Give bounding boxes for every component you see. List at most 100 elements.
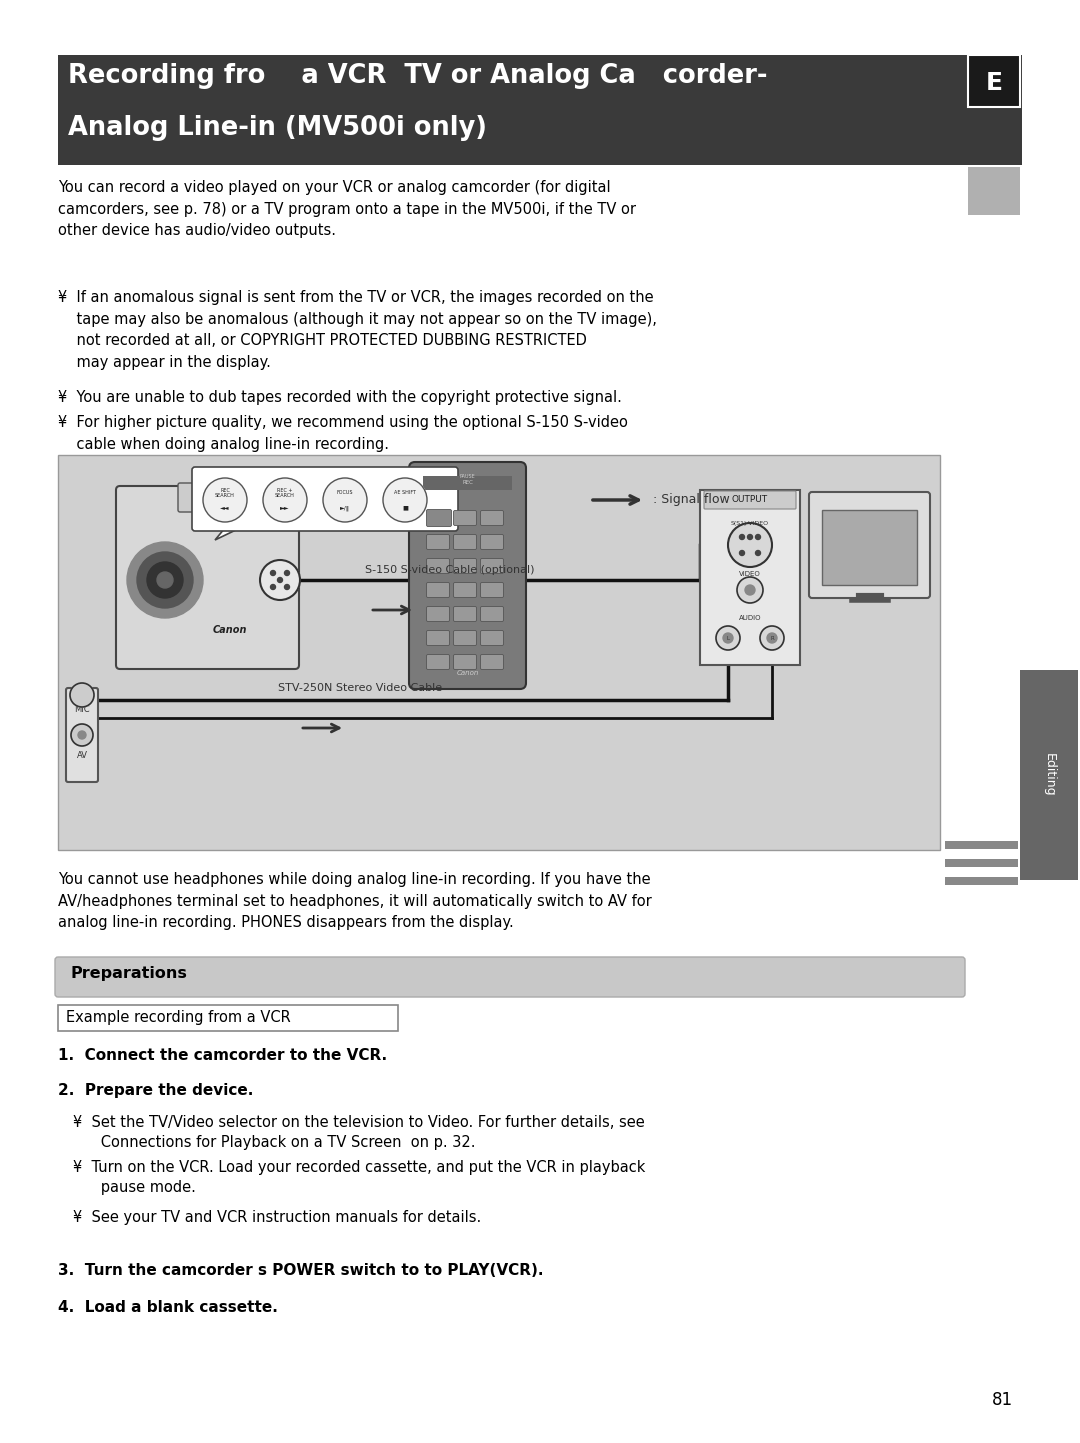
FancyBboxPatch shape — [481, 558, 503, 573]
Bar — [1020, 670, 1078, 880]
Text: Canon: Canon — [457, 670, 478, 675]
Circle shape — [723, 633, 733, 644]
Circle shape — [78, 732, 86, 739]
FancyBboxPatch shape — [454, 606, 476, 622]
Text: ¥  You are unable to dub tapes recorded with the copyright protective signal.: ¥ You are unable to dub tapes recorded w… — [58, 390, 622, 405]
Bar — [822, 509, 917, 584]
Text: REC +
SEARCH: REC + SEARCH — [275, 488, 295, 498]
FancyBboxPatch shape — [454, 583, 476, 597]
FancyBboxPatch shape — [481, 606, 503, 622]
Circle shape — [740, 534, 744, 540]
Bar — [945, 859, 1018, 867]
FancyBboxPatch shape — [481, 583, 503, 597]
Circle shape — [756, 550, 760, 556]
Text: VIDEO: VIDEO — [739, 571, 761, 577]
Circle shape — [737, 577, 762, 603]
Text: AV: AV — [77, 750, 87, 759]
Text: L: L — [727, 635, 729, 641]
Text: PAUSE: PAUSE — [460, 473, 475, 479]
FancyBboxPatch shape — [454, 558, 476, 573]
Text: ■: ■ — [402, 505, 408, 511]
Circle shape — [716, 626, 740, 649]
Text: 1.  Connect the camcorder to the VCR.: 1. Connect the camcorder to the VCR. — [58, 1048, 387, 1063]
Bar — [58, 455, 940, 850]
Text: ◄◄: ◄◄ — [220, 505, 230, 511]
Bar — [58, 55, 1022, 165]
Circle shape — [724, 633, 732, 642]
FancyBboxPatch shape — [481, 655, 503, 670]
FancyBboxPatch shape — [704, 491, 796, 509]
Text: 3.  Turn the camcorder s POWER switch to to PLAY(VCR).: 3. Turn the camcorder s POWER switch to … — [58, 1263, 543, 1278]
FancyBboxPatch shape — [454, 655, 476, 670]
Circle shape — [747, 534, 753, 540]
Bar — [700, 491, 800, 665]
Text: REC: REC — [462, 481, 473, 485]
Circle shape — [270, 584, 275, 590]
FancyBboxPatch shape — [409, 462, 526, 688]
Text: Example recording from a VCR: Example recording from a VCR — [66, 1010, 291, 1025]
Text: REC
SEARCH: REC SEARCH — [215, 488, 235, 498]
Circle shape — [270, 570, 275, 576]
FancyBboxPatch shape — [55, 957, 966, 997]
FancyBboxPatch shape — [427, 558, 449, 573]
Text: ►►: ►► — [280, 505, 289, 511]
Text: Editing: Editing — [1042, 753, 1055, 797]
Circle shape — [137, 553, 193, 608]
Text: ¥  For higher picture quality, we recommend using the optional S-150 S-video
   : ¥ For higher picture quality, we recomme… — [58, 416, 627, 452]
Circle shape — [383, 478, 427, 522]
FancyBboxPatch shape — [427, 606, 449, 622]
FancyBboxPatch shape — [809, 492, 930, 597]
Circle shape — [203, 478, 247, 522]
Circle shape — [147, 561, 183, 597]
Bar — [945, 877, 1018, 885]
Bar — [968, 167, 1020, 215]
FancyBboxPatch shape — [427, 631, 449, 645]
Text: Canon: Canon — [213, 625, 247, 635]
Circle shape — [260, 560, 300, 600]
Circle shape — [767, 633, 777, 644]
Bar — [968, 55, 1020, 107]
Text: ¥  Set the TV/Video selector on the television to Video. For further details, se: ¥ Set the TV/Video selector on the telev… — [73, 1115, 645, 1150]
Text: ¥  See your TV and VCR instruction manuals for details.: ¥ See your TV and VCR instruction manual… — [73, 1211, 482, 1225]
Circle shape — [278, 577, 283, 583]
FancyBboxPatch shape — [427, 534, 449, 550]
Text: S(S1)-VIDEO: S(S1)-VIDEO — [731, 521, 769, 527]
Text: R: R — [770, 635, 774, 641]
Circle shape — [323, 478, 367, 522]
Polygon shape — [215, 528, 240, 540]
Circle shape — [768, 633, 777, 642]
FancyBboxPatch shape — [454, 511, 476, 525]
FancyBboxPatch shape — [481, 631, 503, 645]
FancyBboxPatch shape — [454, 534, 476, 550]
Text: Preparations: Preparations — [70, 965, 187, 981]
FancyBboxPatch shape — [454, 631, 476, 645]
Text: 4.  Load a blank cassette.: 4. Load a blank cassette. — [58, 1300, 278, 1315]
Text: AE SHIFT: AE SHIFT — [394, 491, 416, 495]
Text: ¥  Turn on the VCR. Load your recorded cassette, and put the VCR in playback
   : ¥ Turn on the VCR. Load your recorded ca… — [73, 1160, 646, 1195]
Circle shape — [284, 570, 289, 576]
Text: Analog Line-in (MV500i only): Analog Line-in (MV500i only) — [68, 115, 487, 141]
Bar — [58, 1004, 399, 1030]
Text: You can record a video played on your VCR or analog camcorder (for digital
camco: You can record a video played on your VC… — [58, 180, 636, 238]
Circle shape — [71, 724, 93, 746]
Text: 2.  Prepare the device.: 2. Prepare the device. — [58, 1084, 254, 1098]
FancyBboxPatch shape — [427, 583, 449, 597]
Text: You cannot use headphones while doing analog line-in recording. If you have the
: You cannot use headphones while doing an… — [58, 872, 651, 931]
Circle shape — [264, 478, 307, 522]
Circle shape — [740, 550, 744, 556]
Circle shape — [760, 626, 784, 649]
Text: S-150 S-video Cable (optional): S-150 S-video Cable (optional) — [365, 566, 535, 574]
FancyBboxPatch shape — [427, 655, 449, 670]
Text: OUTPUT: OUTPUT — [732, 495, 768, 505]
FancyBboxPatch shape — [481, 511, 503, 525]
FancyBboxPatch shape — [116, 486, 299, 670]
FancyBboxPatch shape — [192, 468, 458, 531]
Circle shape — [728, 522, 772, 567]
Circle shape — [127, 543, 203, 618]
Text: Recording fro    a VCR  TV or Analog Ca   corder-: Recording fro a VCR TV or Analog Ca cord… — [68, 63, 768, 89]
Text: E: E — [986, 71, 1002, 95]
Text: : Signal flow: : Signal flow — [653, 494, 730, 506]
Text: AUDIO: AUDIO — [739, 615, 761, 620]
Text: STV-250N Stereo Video Cable: STV-250N Stereo Video Cable — [278, 683, 442, 693]
Text: ►/‖: ►/‖ — [340, 505, 350, 511]
